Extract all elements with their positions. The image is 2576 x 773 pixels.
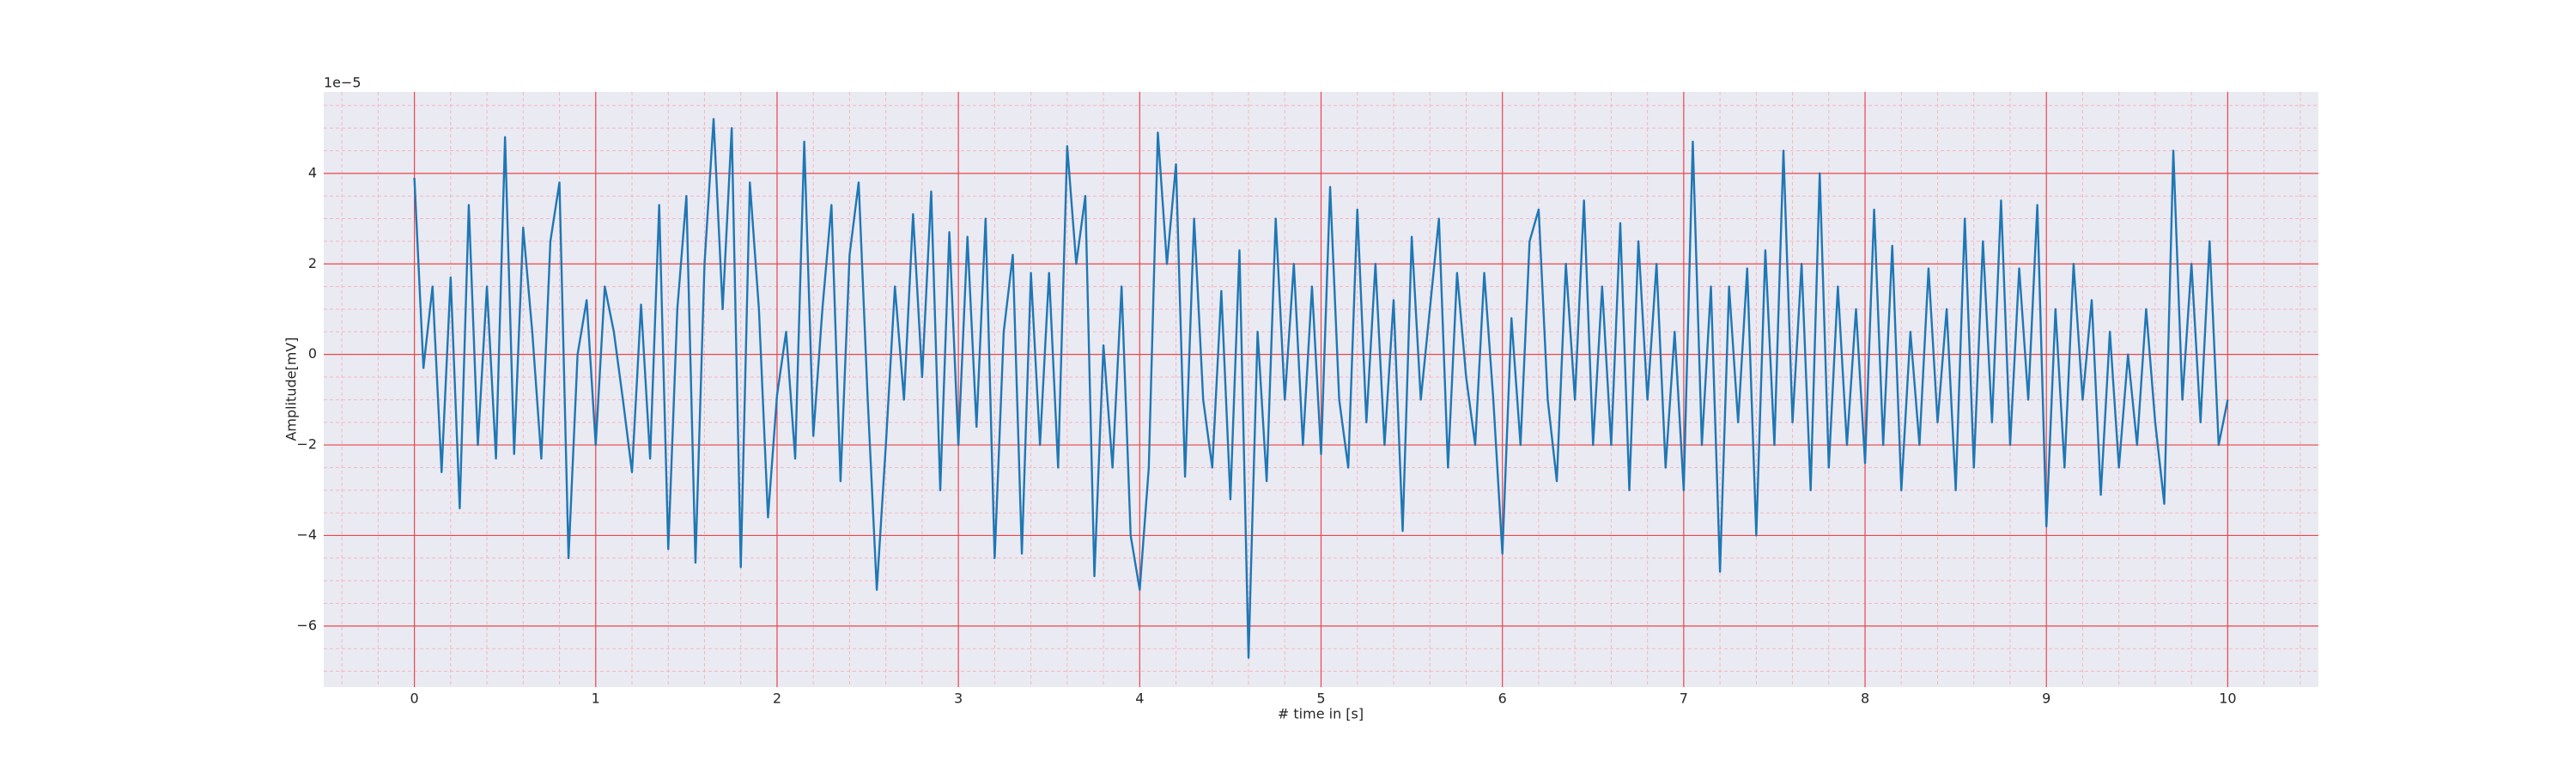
y-tick-label: −4 <box>296 526 317 543</box>
y-tick-label: −6 <box>296 617 317 633</box>
x-tick-label: 6 <box>1498 691 1507 707</box>
marks <box>413 118 2229 659</box>
x-tick-label: 7 <box>1680 691 1688 707</box>
x-tick-label: 2 <box>773 691 781 707</box>
x-tick-label: 10 <box>2219 691 2236 707</box>
x-tick-label: 8 <box>1861 691 1869 707</box>
y-axis-label: Amplitude[mV] <box>283 337 300 441</box>
signal-line <box>413 118 2229 659</box>
labels: 0 1 2 3 4 5 6 7 8 9 10 −6 −4 −2 0 2 4 <box>296 164 2236 706</box>
y-offset-label: 1e−5 <box>324 75 361 91</box>
grid <box>324 92 2318 687</box>
x-tick-label: 9 <box>2042 691 2050 707</box>
x-tick-label: 4 <box>1135 691 1144 707</box>
y-tick-label: −2 <box>296 436 317 453</box>
x-tick-label: 5 <box>1316 691 1325 707</box>
y-tick-label: 0 <box>308 345 317 362</box>
y-tick-label: 2 <box>308 255 317 271</box>
x-tick-label: 0 <box>410 691 418 707</box>
x-tick-label: 3 <box>954 691 963 707</box>
x-tick-label: 1 <box>592 691 600 707</box>
x-axis-label: # time in [s] <box>1278 706 1364 722</box>
y-tick-label: 4 <box>308 164 317 180</box>
